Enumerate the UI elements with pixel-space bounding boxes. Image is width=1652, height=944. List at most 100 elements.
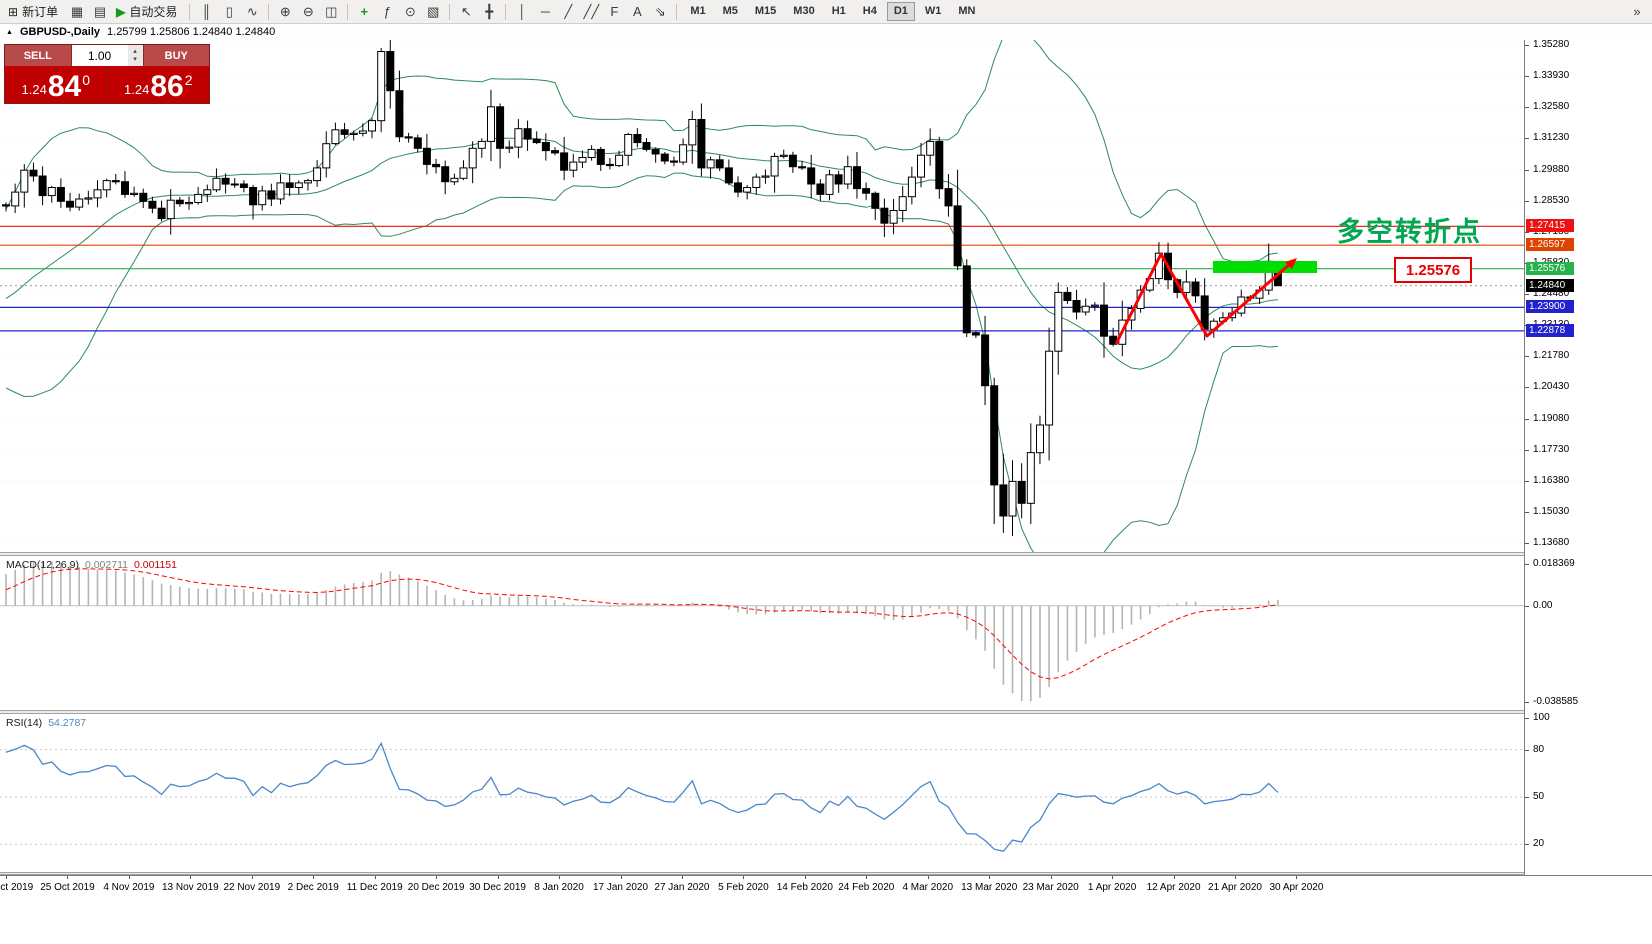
toolbar-separator — [449, 3, 451, 20]
date-label: 24 Feb 2020 — [838, 882, 895, 893]
volume-input[interactable] — [71, 45, 128, 66]
bar-chart-icon[interactable]: ║ — [195, 2, 217, 22]
chart-symbol-period: GBPUSD-,Daily — [19, 26, 101, 38]
timeframe-button-d1[interactable]: D1 — [886, 2, 915, 21]
zoom-in-icon[interactable]: ⊕ — [274, 2, 296, 22]
date-tick — [989, 876, 991, 879]
fibonacci-icon[interactable]: F — [603, 2, 625, 22]
buy-price-point: 2 — [184, 72, 193, 88]
arrows-icon[interactable]: ⇘ — [649, 2, 671, 22]
timeframe-button-w1[interactable]: W1 — [924, 5, 942, 17]
new-order-button[interactable]: ⊞ 新订单 — [4, 2, 65, 22]
date-label: 4 Nov 2019 — [103, 882, 155, 893]
vline-icon: │ — [518, 4, 527, 19]
sell-price-figure: 1.24 — [21, 82, 47, 97]
axis-label: 20 — [1533, 838, 1545, 850]
pane-splitter[interactable] — [0, 710, 1652, 714]
date-tick — [1296, 876, 1298, 879]
date-tick — [67, 876, 69, 879]
date-tick — [6, 876, 7, 879]
price-tag[interactable]: 1.26597 — [1526, 238, 1574, 252]
price-scale[interactable]: 1.35280 1.33930 1.32580 1.31230 1.29880 1.285… — [1524, 39, 1652, 875]
vertical-line-icon[interactable]: │ — [511, 2, 533, 22]
macd-main-value: 0.002711 — [84, 559, 128, 571]
sell-price-pips: 84 — [47, 70, 82, 103]
price-tag[interactable]: 1.22878 — [1526, 323, 1574, 337]
axis-label: 1.20430 — [1533, 381, 1570, 393]
template-icon: ▧ — [427, 4, 440, 19]
date-label: 8 Jan 2020 — [534, 882, 584, 893]
cursor-icon[interactable]: ↖ — [455, 2, 477, 22]
toolbar-overflow-icon[interactable]: » — [1626, 2, 1648, 22]
tile-windows-icon[interactable]: ◫ — [320, 2, 342, 22]
timeframe-button-mn[interactable]: MN — [958, 5, 976, 17]
date-label: 13 Mar 2020 — [961, 882, 1018, 893]
timeframe-button-m15[interactable]: M15 — [754, 5, 777, 17]
charts-window-icon[interactable]: ▦ — [66, 2, 88, 22]
sell-button[interactable]: SELL — [5, 45, 72, 66]
equidistant-channel-icon[interactable]: ╱╱ — [580, 2, 602, 22]
buy-price-button[interactable]: 1.24 86 2 — [108, 66, 210, 103]
timeframe-button-h1[interactable]: H1 — [831, 5, 846, 17]
profiles-icon[interactable]: ▤ — [89, 2, 111, 22]
date-tick — [436, 876, 438, 879]
candlestick-chart[interactable] — [0, 40, 1524, 552]
axis-label: 0.00 — [1533, 599, 1553, 611]
price-tag[interactable]: 1.27415 — [1526, 219, 1574, 233]
bars-icon: ║ — [201, 4, 211, 19]
chart-window-icon: ▦ — [70, 4, 84, 19]
horizontal-line-icon[interactable]: ─ — [534, 2, 556, 22]
screenshot-icon[interactable]: ▧ — [422, 2, 444, 22]
date-scale[interactable]: 16 Oct 2019 25 Oct 2019 4 Nov 2019 13 Nov 2… — [0, 875, 1652, 944]
date-label: 21 Apr 2020 — [1208, 882, 1262, 893]
autotrading-button[interactable]: ▶ 自动交易 — [112, 2, 184, 22]
toolbar: ⊞ 新订单 ▦ ▤ ▶ 自动交易 ║ ▯ ∿ ⊕ ⊖ ◫ + ƒ ⊙ ▧ ↖ ╋ │ ─ ╱ ╱╱ F A ⇘ M1 M5 M15 M3… — [0, 0, 1652, 24]
pane-splitter[interactable] — [0, 552, 1652, 556]
price-callout-label[interactable]: 1.25576 — [1394, 257, 1472, 283]
crosshair-icon[interactable]: ╋ — [478, 2, 500, 22]
candlestick-chart-icon[interactable]: ▯ — [218, 2, 240, 22]
date-tick — [190, 876, 192, 879]
axis-label: 1.16380 — [1533, 474, 1570, 486]
volume-increase-icon[interactable]: ▴ — [133, 47, 137, 55]
one-click-trading-panel: SELL ▴ ▾ BUY 1.24 84 0 1.24 86 2 — [4, 44, 210, 104]
rsi-label: RSI(14) 54.2787 — [6, 717, 86, 729]
zoom-out-icon[interactable]: ⊖ — [297, 2, 319, 22]
trendline-icon[interactable]: ╱ — [557, 2, 579, 22]
axis-label: 1.31230 — [1533, 132, 1570, 144]
date-tick — [251, 876, 253, 879]
date-label: 30 Dec 2019 — [469, 882, 526, 893]
date-label: 23 Mar 2020 — [1022, 882, 1079, 893]
periods-icon[interactable]: ⊙ — [399, 2, 421, 22]
buy-button[interactable]: BUY — [143, 45, 209, 66]
axis-label: 1.15030 — [1533, 505, 1570, 517]
axis-tick — [1525, 480, 1529, 482]
macd-pane[interactable] — [0, 556, 1524, 710]
timeframe-button-m30[interactable]: M30 — [793, 5, 815, 17]
date-label: 20 Dec 2019 — [407, 882, 465, 893]
turning-point-annotation[interactable]: 多空转折点 — [1337, 217, 1482, 247]
volume-field: ▴ ▾ — [71, 45, 144, 66]
new-chart-icon[interactable]: + — [353, 2, 375, 22]
rsi-pane[interactable] — [0, 714, 1524, 872]
date-tick — [681, 876, 683, 879]
timeframe-button-h4[interactable]: H4 — [862, 5, 877, 17]
price-tag[interactable]: 1.23900 — [1526, 300, 1574, 314]
volume-decrease-icon[interactable]: ▾ — [133, 55, 137, 63]
autotrading-button-label: 自动交易 — [129, 5, 178, 19]
text-label-icon[interactable]: A — [626, 2, 648, 22]
indicators-icon[interactable]: ƒ — [376, 2, 398, 22]
axis-tick — [1525, 605, 1529, 607]
price-tag[interactable]: 1.25576 — [1526, 261, 1574, 275]
pane-splitter[interactable] — [0, 872, 1652, 875]
line-chart-icon[interactable]: ∿ — [241, 2, 263, 22]
price-tag[interactable]: 1.24840 — [1526, 278, 1574, 292]
timeframe-button-m5[interactable]: M5 — [722, 5, 738, 17]
sell-price-button[interactable]: 1.24 84 0 — [5, 66, 107, 103]
text-icon: A — [632, 4, 642, 19]
timeframe-button-m1[interactable]: M1 — [690, 5, 706, 17]
sell-price-point: 0 — [82, 72, 90, 88]
hline-icon: ─ — [540, 4, 550, 19]
date-tick — [866, 876, 868, 879]
